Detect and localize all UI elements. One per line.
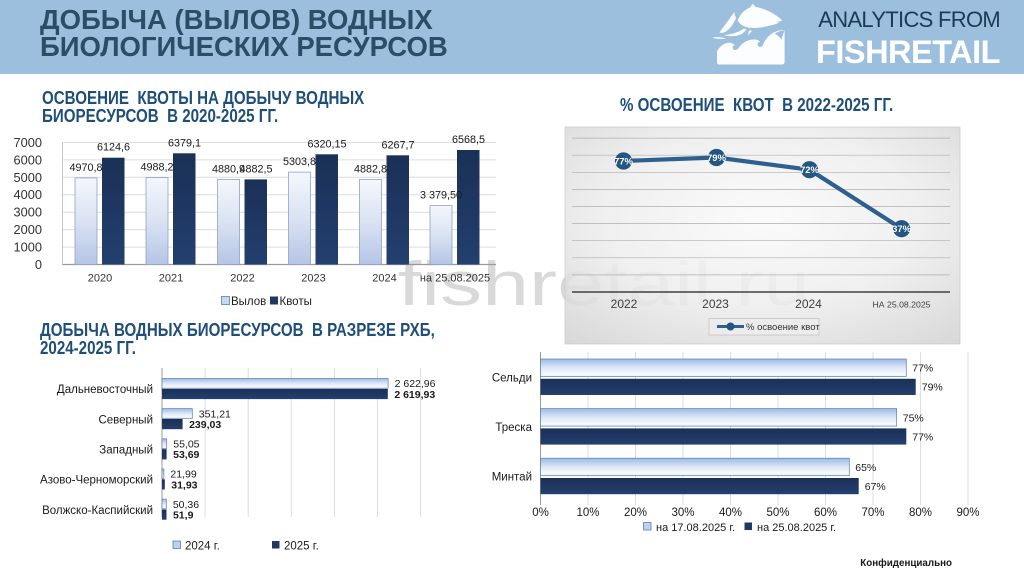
svg-text:на 25.08.2025 г.: на 25.08.2025 г. bbox=[757, 522, 836, 534]
svg-text:2024 г.: 2024 г. bbox=[185, 541, 220, 553]
svg-text:3000: 3000 bbox=[14, 205, 42, 220]
svg-text:67%: 67% bbox=[865, 481, 886, 493]
svg-text:Дальневосточный: Дальневосточный bbox=[57, 384, 153, 396]
svg-text:70%: 70% bbox=[861, 507, 884, 519]
svg-text:6124,6: 6124,6 bbox=[97, 142, 130, 154]
svg-text:5000: 5000 bbox=[14, 170, 42, 185]
svg-text:Северный: Северный bbox=[98, 414, 153, 426]
svg-text:Вылов: Вылов bbox=[231, 296, 266, 308]
svg-text:4880,9: 4880,9 bbox=[212, 163, 245, 175]
svg-text:2023: 2023 bbox=[702, 297, 729, 311]
svg-text:4000: 4000 bbox=[14, 187, 42, 202]
svg-text:2000: 2000 bbox=[14, 222, 42, 237]
svg-text:4882,5: 4882,5 bbox=[239, 163, 272, 175]
svg-text:2020: 2020 bbox=[88, 273, 112, 285]
svg-text:239,03: 239,03 bbox=[189, 419, 221, 431]
svg-text:0%: 0% bbox=[532, 507, 549, 519]
svg-text:30%: 30% bbox=[671, 507, 694, 519]
svg-text:на 25.08.2025: на 25.08.2025 bbox=[420, 273, 490, 285]
svg-text:51,9: 51,9 bbox=[173, 509, 194, 521]
svg-text:6267,7: 6267,7 bbox=[381, 139, 414, 151]
svg-text:1000: 1000 bbox=[14, 239, 42, 254]
svg-text:77%: 77% bbox=[614, 156, 634, 167]
svg-text:37%: 37% bbox=[892, 224, 912, 235]
svg-text:2024: 2024 bbox=[795, 297, 822, 311]
svg-text:2024: 2024 bbox=[372, 273, 396, 285]
svg-text:7000: 7000 bbox=[14, 135, 42, 150]
svg-text:5303,8: 5303,8 bbox=[283, 156, 316, 168]
svg-text:2022: 2022 bbox=[611, 297, 638, 311]
svg-text:6379,1: 6379,1 bbox=[168, 137, 201, 149]
svg-text:% освоение квот: % освоение квот bbox=[746, 322, 820, 333]
svg-text:50,36: 50,36 bbox=[173, 499, 199, 511]
svg-text:60%: 60% bbox=[814, 507, 837, 519]
svg-text:Азово-Черноморский: Азово-Черноморский bbox=[40, 475, 153, 487]
svg-text:53,69: 53,69 bbox=[173, 449, 199, 461]
svg-text:72%: 72% bbox=[800, 165, 820, 176]
svg-text:Западный: Западный bbox=[99, 445, 153, 457]
svg-text:10%: 10% bbox=[576, 507, 599, 519]
svg-text:40%: 40% bbox=[719, 507, 742, 519]
svg-text:Конфиденциально: Конфиденциально bbox=[860, 558, 952, 569]
svg-text:20%: 20% bbox=[624, 507, 647, 519]
svg-text:4988,2: 4988,2 bbox=[140, 162, 173, 174]
svg-text:2021: 2021 bbox=[159, 273, 183, 285]
svg-text:3 379,50: 3 379,50 bbox=[420, 190, 462, 202]
svg-text:79%: 79% bbox=[707, 153, 727, 164]
svg-text:Сельди: Сельди bbox=[492, 373, 532, 385]
svg-text:Треска: Треска bbox=[495, 422, 532, 434]
svg-text:65%: 65% bbox=[855, 462, 876, 474]
svg-text:2022: 2022 bbox=[230, 273, 254, 285]
svg-text:4882,8: 4882,8 bbox=[354, 163, 387, 175]
svg-text:77%: 77% bbox=[912, 431, 933, 443]
svg-text:Минтай: Минтай bbox=[492, 472, 532, 484]
svg-text:2 622,96: 2 622,96 bbox=[395, 378, 436, 390]
svg-text:90%: 90% bbox=[956, 507, 979, 519]
svg-text:6320,15: 6320,15 bbox=[307, 138, 346, 150]
svg-text:Квоты: Квоты bbox=[280, 296, 312, 308]
svg-text:351,21: 351,21 bbox=[199, 408, 231, 420]
svg-text:6000: 6000 bbox=[14, 152, 42, 167]
svg-text:6568,5: 6568,5 bbox=[452, 134, 485, 146]
svg-text:31,93: 31,93 bbox=[171, 479, 197, 491]
svg-text:2023: 2023 bbox=[301, 273, 325, 285]
svg-text:2025 г.: 2025 г. bbox=[284, 541, 319, 553]
svg-text:НА 25.08.2025: НА 25.08.2025 bbox=[873, 300, 931, 310]
svg-text:0: 0 bbox=[35, 257, 42, 272]
svg-text:77%: 77% bbox=[912, 363, 933, 375]
svg-text:2 619,93: 2 619,93 bbox=[394, 389, 435, 401]
svg-text:80%: 80% bbox=[909, 507, 932, 519]
svg-text:50%: 50% bbox=[766, 507, 789, 519]
svg-text:4970,8: 4970,8 bbox=[69, 162, 102, 174]
svg-text:21,99: 21,99 bbox=[170, 469, 196, 481]
svg-text:55,05: 55,05 bbox=[173, 439, 199, 451]
svg-text:75%: 75% bbox=[903, 412, 924, 424]
svg-text:на 17.08.2025 г.: на 17.08.2025 г. bbox=[656, 522, 735, 534]
svg-text:Волжско-Каспийский: Волжско-Каспийский bbox=[42, 505, 153, 517]
svg-text:79%: 79% bbox=[922, 382, 943, 394]
